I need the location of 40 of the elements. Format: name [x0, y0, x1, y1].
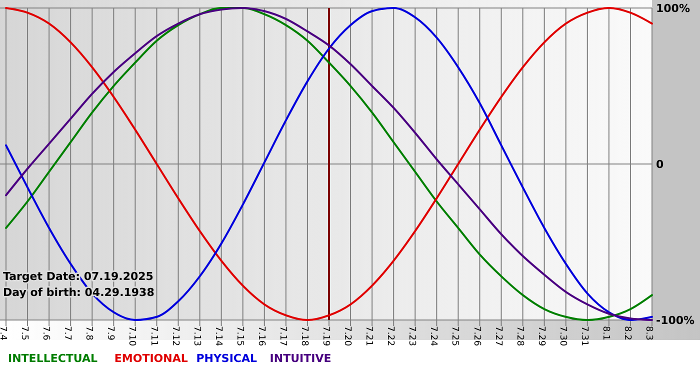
x-tick-label: 7.9 — [105, 326, 116, 341]
x-tick-label: 7.11 — [148, 326, 158, 346]
x-tick-label: 7.14 — [212, 326, 223, 346]
x-tick-label: 7.7 — [62, 326, 72, 340]
y-tick-label: 100% — [656, 2, 690, 15]
x-tick-label: 7.16 — [256, 326, 266, 346]
x-tick-label: 7.10 — [126, 326, 137, 346]
x-tick-label: 7.18 — [299, 326, 310, 346]
text: PHYSICAL — [196, 352, 258, 365]
x-tick-label: 7.29 — [536, 326, 546, 346]
x-tick-label: 7.4 — [0, 326, 8, 341]
x-tick-label: 7.19 — [320, 326, 331, 346]
x-tick-label: 7.8 — [84, 326, 94, 341]
x-tick-label: 7.30 — [557, 326, 568, 346]
x-tick-label: 7.21 — [364, 326, 374, 346]
y-tick-label: 0 — [656, 158, 664, 171]
x-tick-label: 7.13 — [191, 326, 202, 346]
x-tick-label: 7.28 — [514, 326, 524, 346]
x-tick-label: 8.3 — [644, 326, 654, 340]
x-tick-label: 7.6 — [40, 326, 51, 341]
x-tick-label: 7.23 — [406, 326, 417, 346]
x-tick-label: 8.1 — [600, 326, 610, 340]
text: INTUITIVE — [270, 352, 332, 365]
line-series — [5, 7, 653, 321]
x-tick-label: 7.24 — [428, 326, 438, 346]
x-tick-label: 7.15 — [234, 326, 244, 346]
text: INTELLECTUAL — [8, 352, 98, 365]
x-tick-label: 7.20 — [342, 326, 352, 346]
x-tick-label: 8.2 — [622, 326, 632, 340]
x-tick-label: 7.12 — [170, 326, 180, 346]
x-tick-label: 7.22 — [385, 326, 396, 346]
annotation: Target Date: 07.19.2025 — [3, 270, 154, 283]
x-tick-label: 7.27 — [492, 326, 503, 346]
x-tick-label: 7.26 — [471, 326, 482, 346]
x-tick-label: 7.31 — [578, 326, 589, 346]
y-tick-label: -100% — [656, 314, 695, 327]
text: EMOTIONAL — [114, 352, 188, 365]
x-tick-label: 7.5 — [19, 326, 30, 340]
x-tick-label: 7.25 — [450, 326, 460, 346]
x-tick-label: 7.17 — [277, 326, 288, 346]
